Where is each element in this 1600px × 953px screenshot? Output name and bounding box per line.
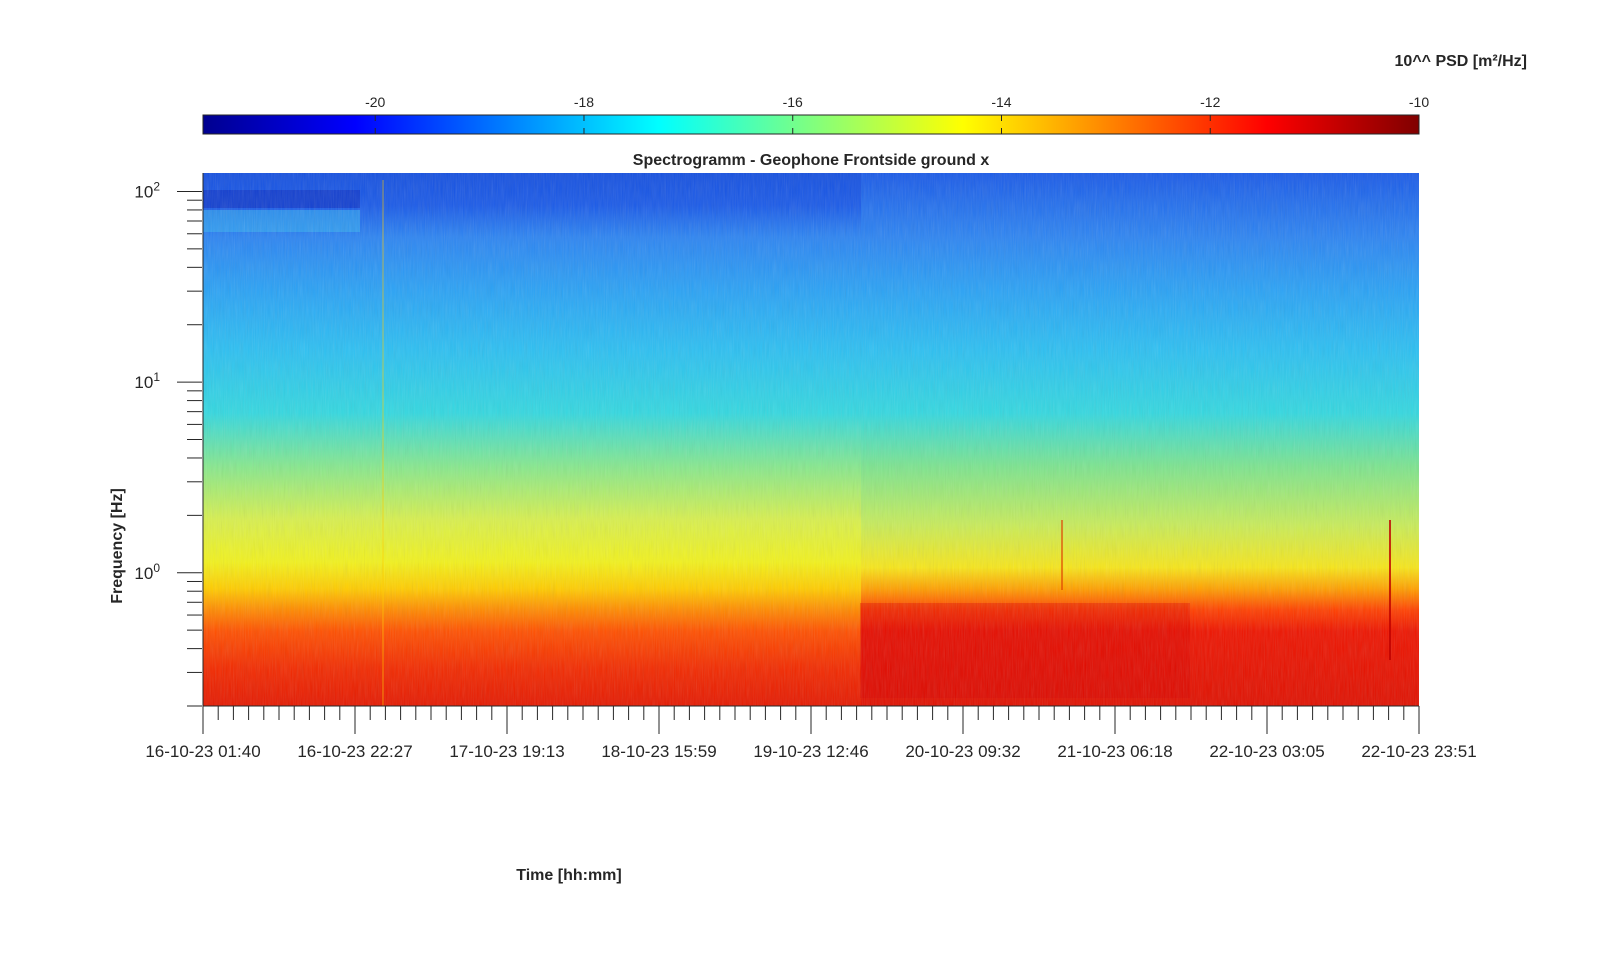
y-axis-label: Frequency [Hz] [109, 488, 126, 604]
colorbar: -20 -18 -16 -14 -12 -10 10^^ PSD [m²/Hz] [202, 53, 1527, 135]
y-axis: 100 101 102 [134, 173, 204, 707]
x-tick-label: 20-10-23 09:32 [905, 742, 1020, 761]
colorbar-tick-label: -10 [1409, 94, 1429, 110]
colorbar-tick-label: -18 [574, 94, 594, 110]
chart-title: Spectrogramm - Geophone Frontside ground… [633, 152, 990, 169]
x-tick-label: 22-10-23 03:05 [1209, 742, 1324, 761]
x-tick-label: 21-10-23 06:18 [1057, 742, 1172, 761]
y-tick-label: 100 [134, 561, 160, 583]
x-tick-label: 19-10-23 12:46 [753, 742, 868, 761]
x-tick-label: 22-10-23 23:51 [1361, 742, 1476, 761]
colorbar-tick-label: -12 [1200, 94, 1220, 110]
x-axis: 16-10-23 01:40 16-10-23 22:27 17-10-23 19:… [145, 705, 1477, 761]
spectrogram-noise [203, 173, 1419, 706]
y-tick-label: 101 [134, 370, 160, 392]
colorbar-tick-label: -14 [991, 94, 1011, 110]
spectrogram-image [203, 173, 1419, 706]
x-axis-label: Time [hh:mm] [516, 867, 621, 884]
colorbar-label: 10^^ PSD [m²/Hz] [1395, 53, 1527, 70]
x-tick-label: 17-10-23 19:13 [449, 742, 564, 761]
colorbar-tick-label: -20 [365, 94, 385, 110]
x-tick-label: 18-10-23 15:59 [601, 742, 716, 761]
x-tick-label: 16-10-23 01:40 [145, 742, 260, 761]
colorbar-ticks: -20 -18 -16 -14 -12 -10 [365, 94, 1429, 134]
y-tick-label: 102 [134, 179, 160, 201]
colorbar-tick-label: -16 [783, 94, 803, 110]
x-tick-label: 16-10-23 22:27 [297, 742, 412, 761]
colorbar-gradient [202, 114, 1420, 135]
